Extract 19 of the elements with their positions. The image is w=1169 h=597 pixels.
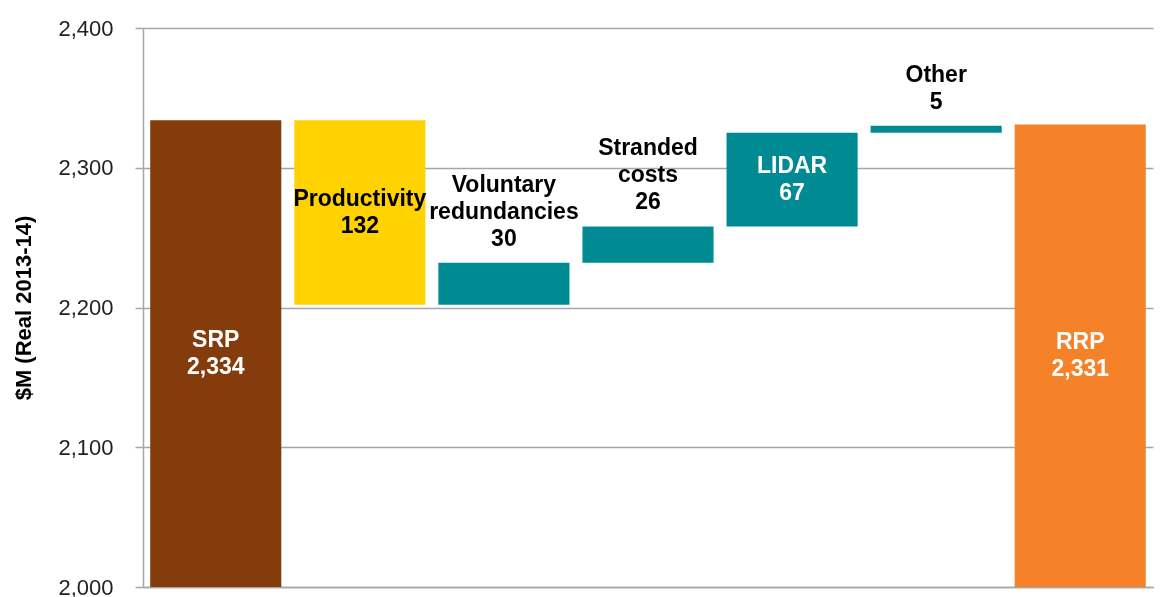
data-label: 26 — [635, 188, 661, 215]
x-tick-label: SRP — [192, 326, 240, 353]
y-axis-title: $M (Real 2013-14) — [11, 215, 37, 401]
y-tick-label: 2,300 — [58, 155, 114, 181]
data-label: 5 — [929, 87, 943, 114]
x-tick-label: LIDAR — [756, 152, 828, 179]
y-tick-label: 2,000 — [58, 574, 114, 597]
x-tick-label: Stranded costs — [598, 134, 698, 188]
x-tick-label: Other — [905, 60, 967, 87]
data-label: 2,331 — [1051, 355, 1110, 382]
y-tick-label: 2,200 — [58, 295, 114, 320]
x-tick-label: Voluntary redundancies — [429, 170, 579, 224]
data-label: 67 — [779, 179, 805, 206]
data-label: 2,334 — [186, 353, 245, 380]
x-tick-label: RRP — [1055, 328, 1105, 355]
y-tick-label: 2,400 — [58, 15, 114, 41]
data-label: 132 — [340, 211, 380, 238]
y-tick-label: 2,100 — [58, 434, 114, 460]
data-label: 30 — [491, 224, 517, 251]
